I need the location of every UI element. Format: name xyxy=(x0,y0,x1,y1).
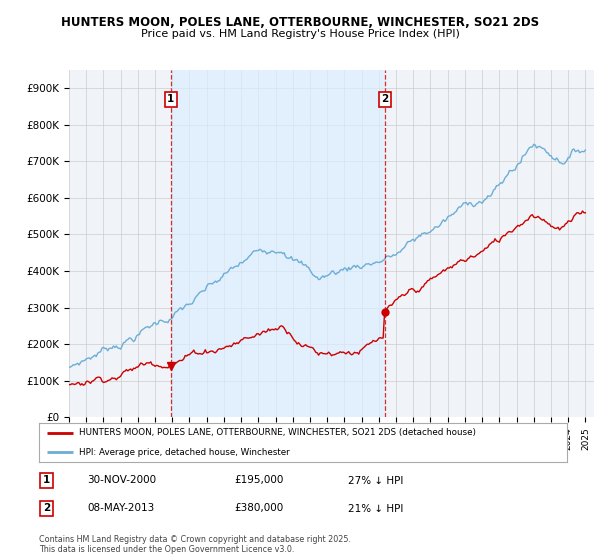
Text: 1: 1 xyxy=(43,475,50,486)
Text: 08-MAY-2013: 08-MAY-2013 xyxy=(87,503,154,514)
Text: HUNTERS MOON, POLES LANE, OTTERBOURNE, WINCHESTER, SO21 2DS (detached house): HUNTERS MOON, POLES LANE, OTTERBOURNE, W… xyxy=(79,428,476,437)
Text: HPI: Average price, detached house, Winchester: HPI: Average price, detached house, Winc… xyxy=(79,447,289,457)
Text: 2: 2 xyxy=(43,503,50,514)
Text: 2: 2 xyxy=(382,94,389,104)
Text: Price paid vs. HM Land Registry's House Price Index (HPI): Price paid vs. HM Land Registry's House … xyxy=(140,29,460,39)
Text: 30-NOV-2000: 30-NOV-2000 xyxy=(87,475,156,486)
Bar xyxy=(171,70,385,417)
Text: 1: 1 xyxy=(167,94,175,104)
Text: 27% ↓ HPI: 27% ↓ HPI xyxy=(348,475,403,486)
Text: £195,000: £195,000 xyxy=(234,475,283,486)
Text: 21% ↓ HPI: 21% ↓ HPI xyxy=(348,503,403,514)
Text: Contains HM Land Registry data © Crown copyright and database right 2025.
This d: Contains HM Land Registry data © Crown c… xyxy=(39,535,351,554)
Text: HUNTERS MOON, POLES LANE, OTTERBOURNE, WINCHESTER, SO21 2DS: HUNTERS MOON, POLES LANE, OTTERBOURNE, W… xyxy=(61,16,539,29)
Text: £380,000: £380,000 xyxy=(234,503,283,514)
